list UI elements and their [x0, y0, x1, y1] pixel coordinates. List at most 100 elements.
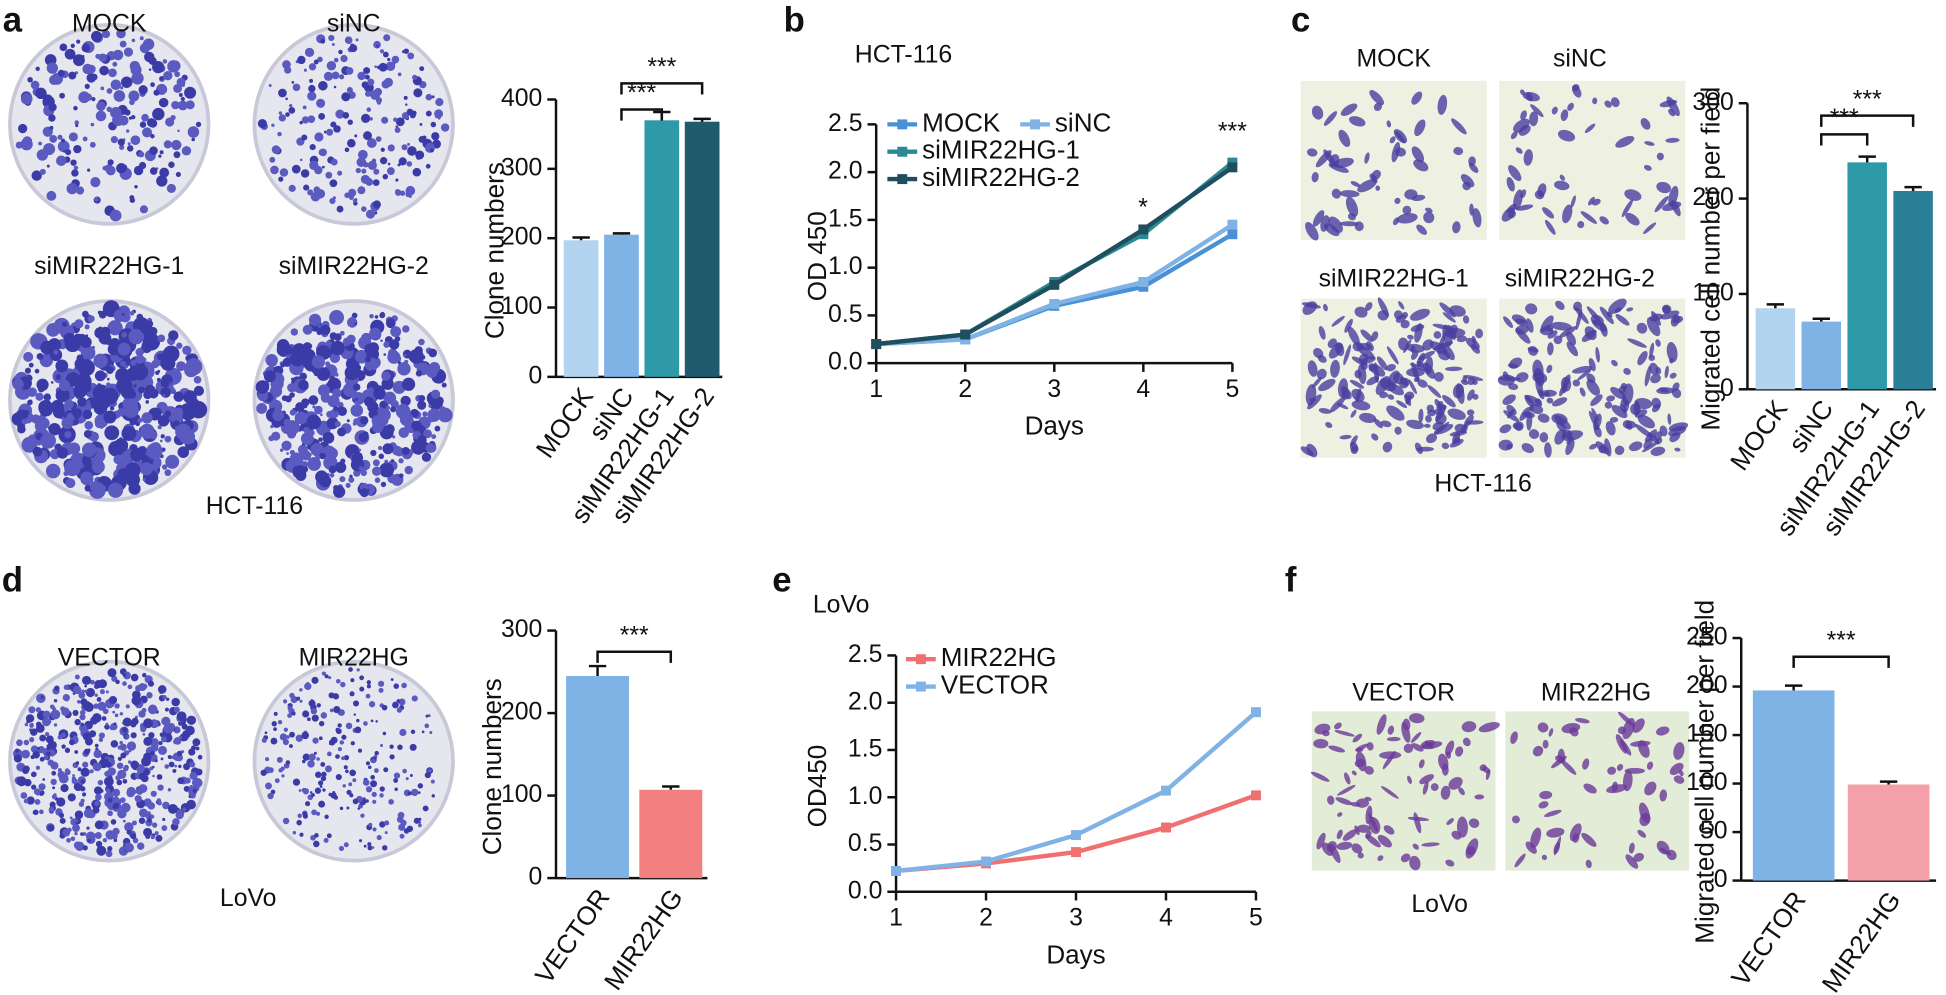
colony: [38, 417, 50, 429]
colony: [27, 387, 38, 397]
colony: [126, 145, 134, 152]
colony: [162, 801, 170, 810]
cell: [1377, 310, 1389, 321]
cell: [1455, 746, 1464, 757]
cell: [1664, 365, 1669, 379]
cell: [1352, 733, 1363, 743]
legend-marker: [915, 654, 926, 665]
colony: [353, 418, 359, 424]
cell: [1595, 347, 1600, 363]
colony: [375, 136, 382, 142]
colony: [65, 768, 70, 773]
colony: [333, 485, 339, 491]
colony: [288, 744, 293, 749]
cell: [1572, 379, 1581, 387]
colony: [301, 450, 312, 461]
colony: [314, 833, 319, 838]
colony: [284, 66, 292, 74]
panel-letter: b: [784, 2, 805, 40]
cell: [1544, 442, 1552, 458]
colony: [410, 729, 416, 735]
cell: [1373, 418, 1383, 429]
colony: [371, 791, 377, 798]
colony: [76, 354, 84, 362]
colony: [111, 675, 118, 682]
colony: [320, 413, 323, 417]
colony: [39, 809, 44, 815]
colony: [382, 443, 394, 455]
colony: [339, 74, 345, 80]
cell: [1520, 110, 1527, 121]
colony: [162, 345, 180, 363]
cell: [1573, 301, 1583, 312]
cell: [1354, 758, 1366, 768]
colony: [278, 88, 287, 98]
legend-label: siMIR22HG-1: [922, 135, 1080, 165]
cell: [1577, 369, 1592, 381]
colony: [335, 773, 342, 781]
colony: [318, 112, 326, 120]
colony: [130, 359, 137, 367]
cell: [1478, 722, 1500, 733]
colony: [189, 761, 196, 768]
colony: [142, 478, 146, 482]
cell: [1350, 409, 1357, 418]
colony: [187, 126, 200, 138]
cell: [1540, 389, 1557, 397]
colony: [186, 715, 197, 725]
cell: [1377, 855, 1384, 862]
colony: [173, 391, 184, 402]
cell: [1599, 306, 1614, 325]
cell: [1624, 189, 1642, 201]
plate-image: [8, 299, 211, 502]
colony: [117, 138, 125, 146]
colony: [378, 385, 381, 388]
colony: [24, 409, 30, 416]
colony: [70, 836, 76, 842]
colony: [295, 734, 303, 742]
colony: [278, 111, 283, 115]
colony: [90, 122, 95, 127]
colony: [53, 699, 58, 703]
y-tick-label: 300: [1692, 89, 1733, 116]
colony: [152, 774, 155, 778]
colony: [145, 400, 150, 404]
colony: [81, 689, 85, 693]
cell: [1427, 409, 1436, 417]
colony: [150, 134, 155, 139]
legend-label: siMIR22HG-2: [922, 162, 1080, 192]
colony: [291, 711, 296, 716]
colony: [320, 712, 328, 719]
colony: [177, 100, 188, 111]
colony: [353, 713, 357, 716]
colony: [416, 155, 421, 160]
cell: [1402, 205, 1412, 215]
colony: [66, 183, 78, 195]
colony: [58, 812, 65, 818]
colony: [401, 446, 410, 455]
colony: [77, 699, 81, 704]
colony: [162, 695, 167, 700]
cell: [1669, 357, 1674, 364]
cell: [1366, 376, 1380, 386]
colony: [292, 343, 307, 357]
colony: [61, 707, 70, 716]
data-point: [871, 339, 882, 350]
colony: [441, 382, 447, 388]
colony: [121, 332, 128, 338]
colony: [421, 452, 432, 462]
colony: [358, 466, 363, 471]
colony: [105, 722, 109, 726]
colony: [329, 708, 334, 713]
colony: [35, 707, 42, 713]
y-tick-label: 1.5: [848, 736, 882, 763]
colony: [84, 420, 94, 430]
cell: [1386, 363, 1397, 372]
colony: [94, 820, 104, 830]
colony: [49, 125, 54, 130]
colony: [49, 704, 55, 710]
colony: [394, 189, 402, 196]
cell: [1407, 334, 1414, 340]
colony: [77, 379, 85, 387]
colony: [367, 842, 372, 847]
